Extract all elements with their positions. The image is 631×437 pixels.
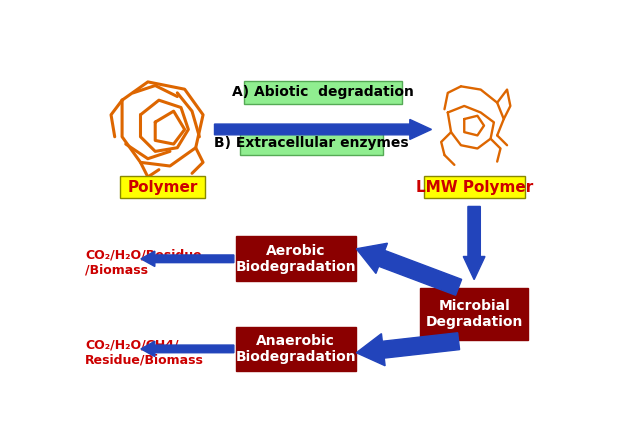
FancyBboxPatch shape <box>120 177 205 198</box>
FancyBboxPatch shape <box>244 81 403 104</box>
Text: B) Extracellular enzymes: B) Extracellular enzymes <box>214 136 409 150</box>
Polygon shape <box>215 119 432 139</box>
Text: CO₂/H₂O/CH4/
Residue/Biomass: CO₂/H₂O/CH4/ Residue/Biomass <box>85 339 204 367</box>
Polygon shape <box>141 251 234 267</box>
Polygon shape <box>463 206 485 280</box>
FancyBboxPatch shape <box>240 132 383 155</box>
FancyBboxPatch shape <box>236 326 356 371</box>
Polygon shape <box>141 341 234 357</box>
Text: Microbial
Degradation: Microbial Degradation <box>425 299 523 329</box>
Text: A) Abiotic  degradation: A) Abiotic degradation <box>232 86 414 100</box>
Text: Polymer: Polymer <box>127 180 198 195</box>
FancyBboxPatch shape <box>420 288 528 340</box>
Text: Anaerobic
Biodegradation: Anaerobic Biodegradation <box>235 334 356 364</box>
Text: CO₂/H₂O/Residue
/Biomass: CO₂/H₂O/Residue /Biomass <box>85 249 202 277</box>
Text: Aerobic
Biodegradation: Aerobic Biodegradation <box>235 244 356 274</box>
FancyBboxPatch shape <box>236 236 356 281</box>
FancyBboxPatch shape <box>424 177 524 198</box>
Polygon shape <box>357 243 462 295</box>
Text: LMW Polymer: LMW Polymer <box>415 180 533 195</box>
Polygon shape <box>357 333 459 366</box>
